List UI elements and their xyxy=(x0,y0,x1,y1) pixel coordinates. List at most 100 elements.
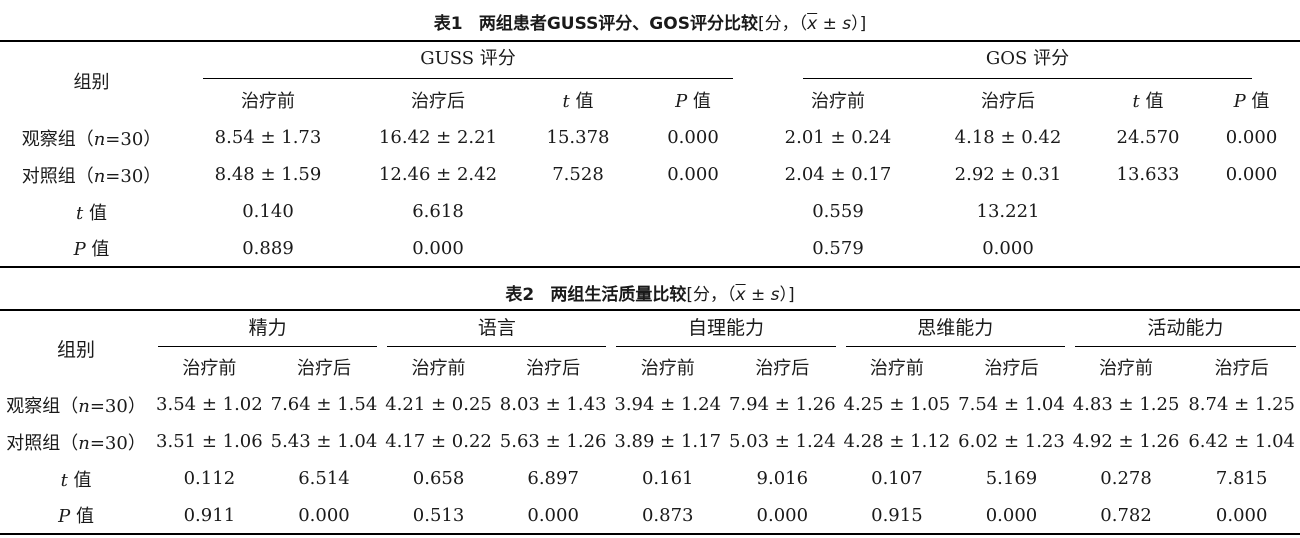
table1-header-gos: GOS 评分 xyxy=(753,41,1300,81)
table-cell: 5.169 xyxy=(985,468,1038,489)
table-cell: 0.000 xyxy=(1225,127,1278,148)
table-cell: 0.107 xyxy=(871,468,923,489)
table-cell xyxy=(1203,193,1300,230)
table-cell xyxy=(1203,230,1300,267)
table2-number: 表2 xyxy=(505,285,535,305)
table-cell: 4.25 ± 1.05 xyxy=(843,394,951,415)
table-cell: 6.618 xyxy=(412,201,464,222)
table1-s: s xyxy=(842,14,852,34)
table2-sub-after: 治疗后 xyxy=(755,358,810,379)
table1-sub-guss-before: 治疗前 xyxy=(241,91,295,112)
row-label: 对照组（n=30） xyxy=(21,165,162,187)
table-cell: 7.64 ± 1.54 xyxy=(270,394,378,415)
row-label-t: t 值 xyxy=(76,202,107,224)
table-cell: 0.782 xyxy=(1100,504,1152,526)
table1-caption: 表1 两组患者GUSS评分、GOS评分比较[分，（x ± s）] xyxy=(0,9,1300,34)
table-cell: 7.94 ± 1.26 xyxy=(728,394,836,415)
table-cell: 16.42 ± 2.21 xyxy=(378,127,498,148)
table-cell: 3.89 ± 1.17 xyxy=(614,431,722,452)
table-row: 对照组（n=30） 3.51 ± 1.06 5.43 ± 1.04 4.17 ±… xyxy=(0,423,1300,460)
table-cell: 3.54 ± 1.02 xyxy=(156,394,263,415)
table-cell: 0.873 xyxy=(641,504,694,526)
table2-s: s xyxy=(770,285,780,305)
table1-sub-guss-t: t 值 xyxy=(562,91,594,112)
table2-title: 两组生活质量比较 xyxy=(550,285,687,305)
table-cell: 13.633 xyxy=(1116,164,1180,185)
table-cell: 0.559 xyxy=(812,201,864,222)
table1-header-group: 组别 xyxy=(73,71,110,93)
table-cell: 0.000 xyxy=(985,504,1038,526)
table2-sub-before: 治疗前 xyxy=(869,358,924,379)
table1-sub-guss-after: 治疗后 xyxy=(411,91,465,112)
table-cell: 0.000 xyxy=(667,164,719,185)
table-row-p: P 值 0.889 0.000 0.579 0.000 xyxy=(0,230,1300,267)
table-cell: 13.221 xyxy=(976,201,1040,222)
table-cell: 0.000 xyxy=(982,237,1034,259)
table-cell xyxy=(1093,230,1203,267)
table-cell: 0.000 xyxy=(298,504,350,526)
table2-header-domain: 语言 xyxy=(381,310,610,348)
table-row: 观察组（n=30） 3.54 ± 1.02 7.64 ± 1.54 4.21 ±… xyxy=(0,386,1300,423)
table-cell: 9.016 xyxy=(756,468,809,489)
table2-sub-after: 治疗后 xyxy=(526,358,581,379)
table2: 组别 精力 语言 自理能力 思维能力 活动能力 治疗前 治疗后 治疗前 治疗后 … xyxy=(0,309,1300,535)
table1-sub-gos-after: 治疗后 xyxy=(981,91,1035,112)
table2-header-domain: 自理能力 xyxy=(610,310,839,348)
table-row: 对照组（n=30） 8.48 ± 1.59 12.46 ± 2.42 7.528… xyxy=(0,156,1300,193)
table-cell: 4.21 ± 0.25 xyxy=(385,394,492,415)
table-cell: 6.42 ± 1.04 xyxy=(1188,431,1296,452)
table1: 组别 GUSS 评分 GOS 评分 治疗前 治疗后 t 值 P 值 治疗前 治疗… xyxy=(0,40,1300,268)
table-row: 观察组（n=30） 8.54 ± 1.73 16.42 ± 2.21 15.37… xyxy=(0,119,1300,156)
table-row-t: t 值 0.112 6.514 0.658 6.897 0.161 9.016 … xyxy=(0,460,1300,497)
table2-sub-before: 治疗前 xyxy=(182,358,237,379)
table-cell: 24.570 xyxy=(1116,127,1180,148)
table-cell xyxy=(633,193,753,230)
table-cell: 4.92 ± 1.26 xyxy=(1072,431,1180,452)
table-cell: 6.897 xyxy=(527,468,579,489)
table-cell: 0.000 xyxy=(667,127,719,148)
table-cell: 6.02 ± 1.23 xyxy=(958,431,1065,452)
table-cell: 0.915 xyxy=(871,504,923,526)
table2-header-domain: 活动能力 xyxy=(1069,310,1300,348)
table-cell xyxy=(523,230,633,267)
table2-sub-before: 治疗前 xyxy=(411,358,466,379)
row-label-p: P 值 xyxy=(73,239,110,260)
row-label-p: P 值 xyxy=(58,506,94,527)
table-cell: 2.04 ± 0.17 xyxy=(784,164,892,185)
table-cell: 5.03 ± 1.24 xyxy=(728,431,836,452)
table-cell: 2.01 ± 0.24 xyxy=(784,127,892,148)
table1-xbar: x xyxy=(807,14,818,34)
row-label-t: t 值 xyxy=(60,469,92,491)
table2-header-domain: 精力 xyxy=(152,310,381,348)
table2-sub-before: 治疗前 xyxy=(640,358,695,379)
table-cell: 7.528 xyxy=(552,164,604,185)
table-cell: 0.513 xyxy=(412,504,465,526)
table-cell: 0.278 xyxy=(1100,468,1152,489)
table2-sub-after: 治疗后 xyxy=(984,358,1039,379)
table2-pm: ± xyxy=(745,285,771,305)
table2-sub-after: 治疗后 xyxy=(1214,358,1269,379)
table2-sub-after: 治疗后 xyxy=(296,358,351,379)
table-cell: 3.94 ± 1.24 xyxy=(614,394,722,415)
table-cell: 2.92 ± 0.31 xyxy=(954,164,1062,185)
table2-xbar: x xyxy=(735,285,746,305)
table-cell: 0.000 xyxy=(527,504,579,526)
table-cell: 7.815 xyxy=(1215,468,1268,489)
table1-sub-gos-p: P 值 xyxy=(1233,91,1270,112)
table-row-t: t 值 0.140 6.618 0.559 13.221 xyxy=(0,193,1300,230)
table-cell: 5.43 ± 1.04 xyxy=(270,431,378,452)
table-cell xyxy=(1093,193,1203,230)
row-label: 对照组（n=30） xyxy=(6,432,146,454)
table2-close: ）] xyxy=(779,285,795,305)
table-cell: 0.889 xyxy=(242,237,294,259)
table-cell: 8.03 ± 1.43 xyxy=(499,394,607,415)
table-cell: 0.579 xyxy=(812,237,864,259)
table-cell: 7.54 ± 1.04 xyxy=(958,394,1065,415)
table1-sub-gos-t: t 值 xyxy=(1132,91,1164,112)
table2-sub-before: 治疗前 xyxy=(1099,358,1154,379)
table-cell: 0.911 xyxy=(183,504,236,526)
table1-pm: ± xyxy=(817,14,843,34)
table-cell: 12.46 ± 2.42 xyxy=(378,164,498,185)
table-cell: 4.18 ± 0.42 xyxy=(954,127,1062,148)
